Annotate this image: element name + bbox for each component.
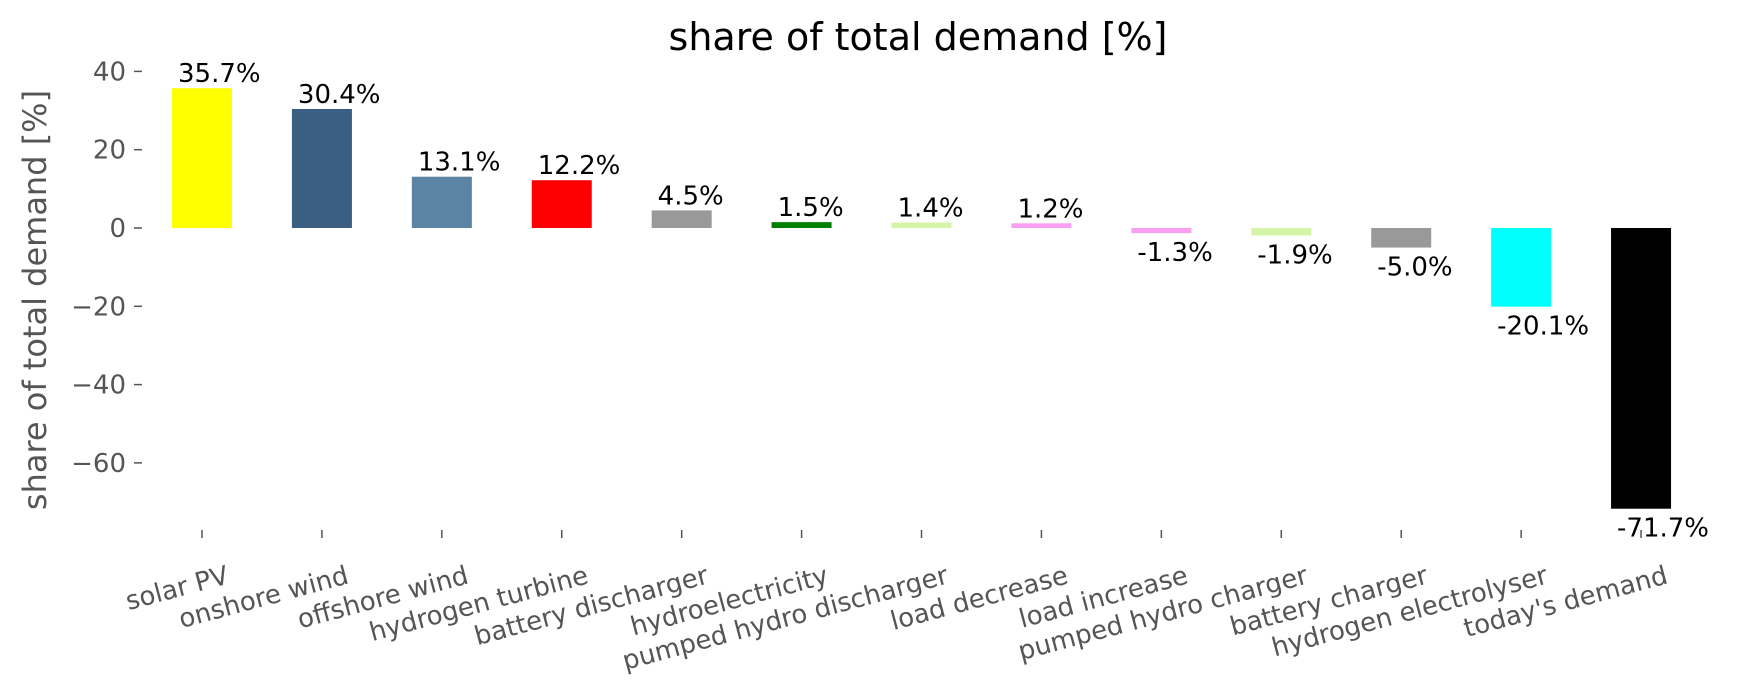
data-label: 1.4% bbox=[898, 194, 964, 224]
y-axis-ticks: 40 20 0 −20 −40 −60 bbox=[71, 57, 142, 479]
bar bbox=[411, 176, 472, 228]
bar bbox=[651, 210, 712, 228]
data-label: 12.2% bbox=[538, 151, 621, 181]
data-label: -20.1% bbox=[1497, 312, 1589, 342]
y-axis-label: share of total demand [%] bbox=[16, 90, 54, 510]
bar bbox=[291, 108, 352, 228]
data-label: 4.5% bbox=[658, 181, 724, 211]
value-labels: 35.7% 30.4% 13.1% 12.2% 4.5% 1.5% 1.4% 1.2% -1.3… bbox=[178, 59, 1709, 543]
bars bbox=[172, 88, 1672, 509]
chart-title: share of total demand [%] bbox=[669, 15, 1168, 59]
bar bbox=[172, 88, 232, 228]
bar bbox=[1611, 228, 1672, 509]
bar bbox=[891, 222, 952, 228]
data-label: -1.3% bbox=[1137, 238, 1212, 268]
data-label: -71.7% bbox=[1617, 514, 1709, 544]
bar bbox=[1491, 228, 1552, 307]
y-tick-label: 40 bbox=[93, 57, 126, 87]
bar bbox=[1371, 228, 1432, 248]
bar bbox=[1011, 223, 1072, 228]
data-label: -5.0% bbox=[1377, 253, 1452, 283]
bar bbox=[1251, 228, 1312, 236]
data-label: 30.4% bbox=[298, 80, 381, 110]
y-tick-label: −60 bbox=[71, 449, 126, 479]
bar bbox=[531, 180, 592, 228]
y-tick-label: −40 bbox=[71, 371, 126, 401]
y-tick-label: −20 bbox=[71, 292, 126, 322]
data-label: 1.5% bbox=[778, 193, 844, 223]
bar bbox=[771, 222, 832, 228]
data-label: -1.9% bbox=[1257, 240, 1332, 270]
bar bbox=[1131, 228, 1192, 234]
data-label: 13.1% bbox=[418, 148, 501, 178]
data-label: 35.7% bbox=[178, 59, 261, 89]
y-tick-label: 20 bbox=[93, 136, 126, 166]
y-tick-label: 0 bbox=[109, 214, 126, 244]
data-label: 1.2% bbox=[1017, 194, 1083, 224]
